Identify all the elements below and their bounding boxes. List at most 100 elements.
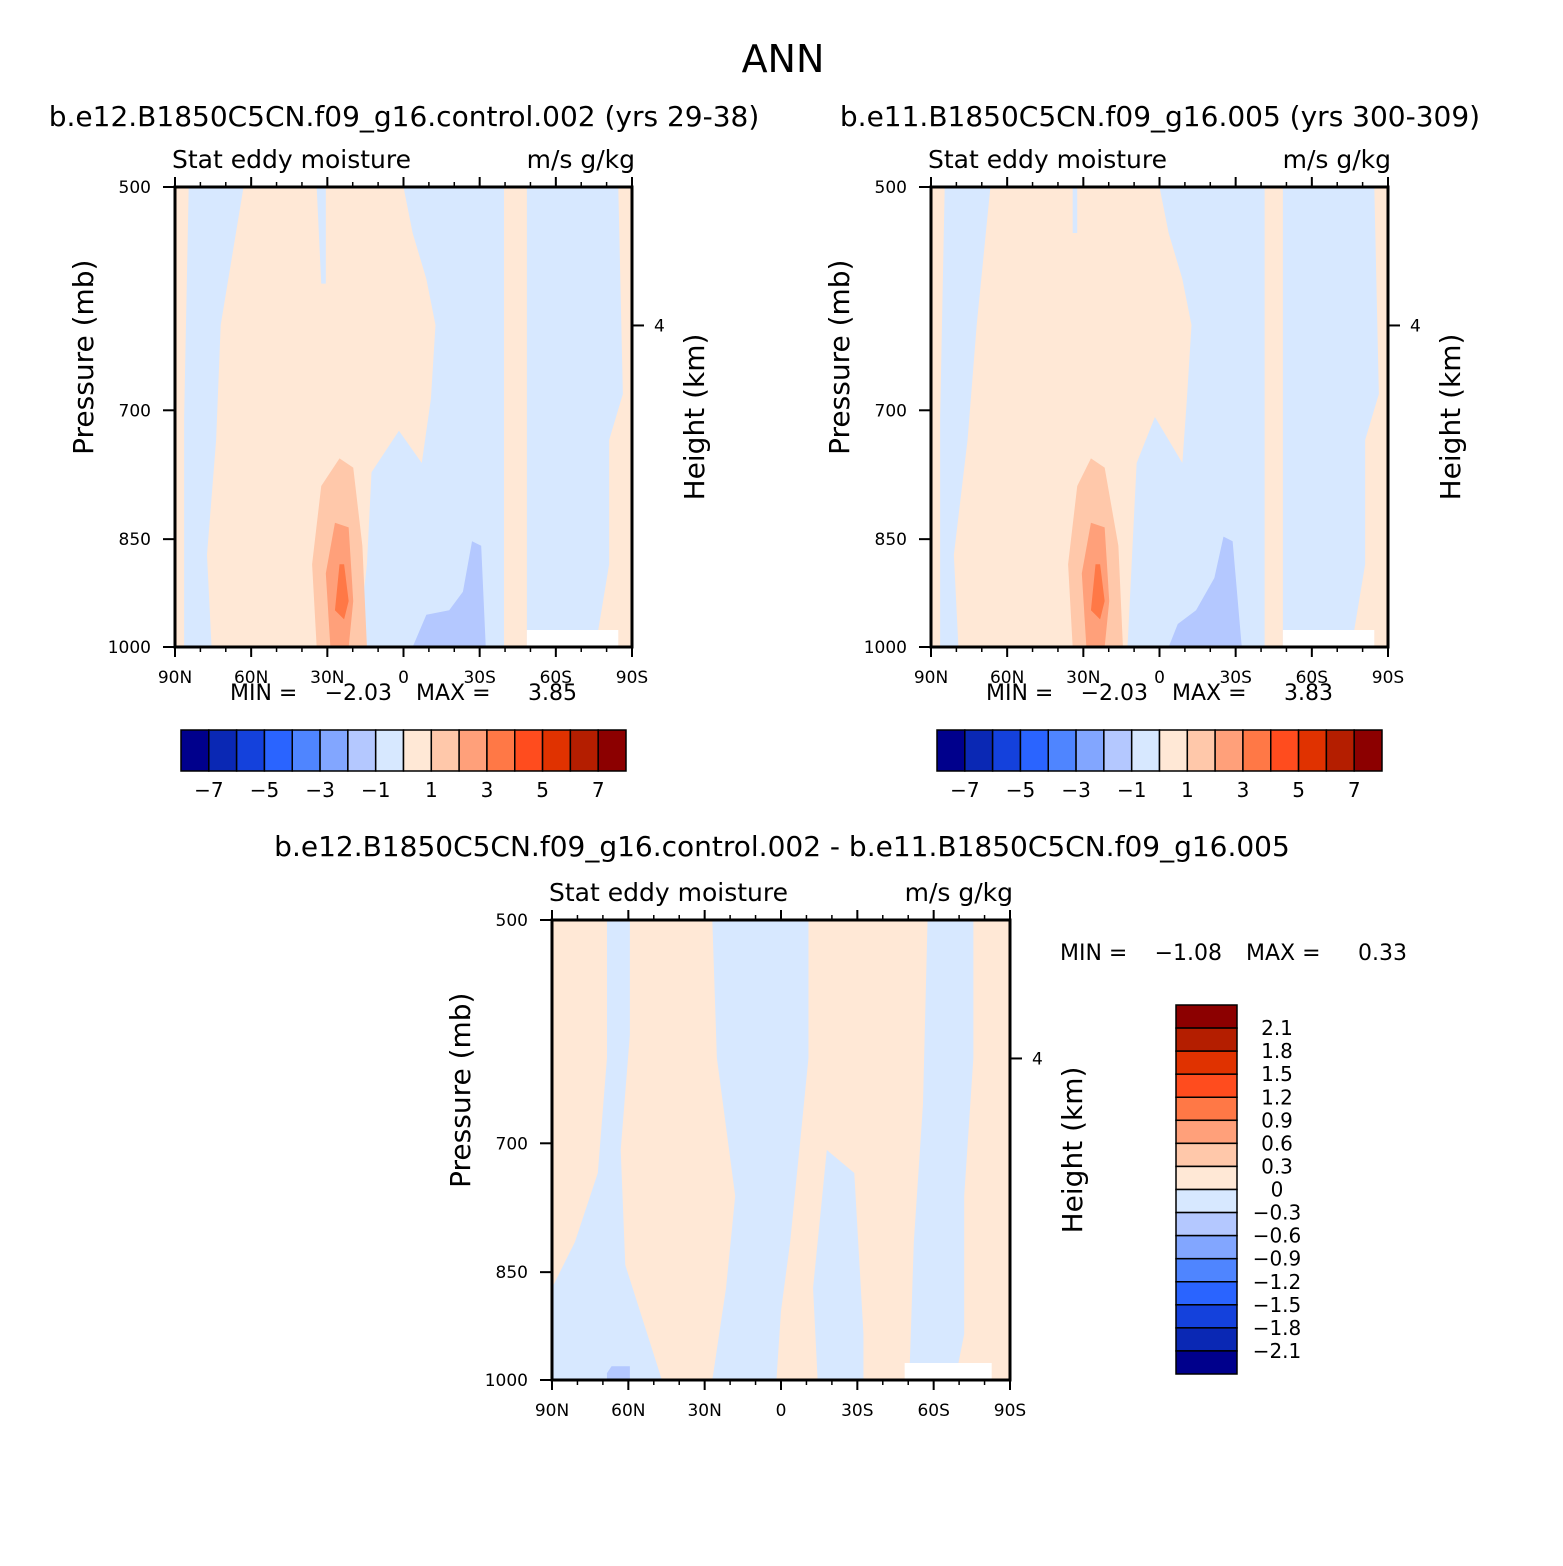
- colorbar-label: 2.1: [1261, 1016, 1293, 1040]
- x-tick-label: 90N: [158, 668, 192, 688]
- colorbar-label: −1: [361, 778, 390, 802]
- x-tick-label: 30N: [687, 1401, 721, 1421]
- variable-name: Stat eddy moisture: [549, 878, 788, 907]
- colorbar-label: 0: [1271, 1178, 1284, 1202]
- y-tick-label: 1000: [108, 638, 151, 658]
- plot-area: [931, 187, 1388, 647]
- colorbar-label: 1: [425, 778, 438, 802]
- colorbar-swatch: [936, 729, 966, 772]
- colorbar-swatch: [486, 729, 516, 772]
- colorbar-label: −1.8: [1253, 1316, 1302, 1340]
- contour-region: [940, 187, 991, 647]
- colorbar-label: −2.1: [1253, 1339, 1302, 1363]
- colorbar-swatch: [1175, 1350, 1238, 1375]
- x-tick-label: 30N: [1066, 668, 1100, 688]
- y-axis-label: Pressure (mb): [823, 260, 856, 455]
- contour-region: [904, 1362, 992, 1380]
- colorbar-swatch: [1047, 729, 1077, 772]
- x-tick-label: 0: [398, 668, 409, 688]
- colorbar-swatch: [1175, 1073, 1238, 1098]
- colorbar-swatch: [1175, 1304, 1238, 1329]
- chart-title: b.e12.B1850C5CN.f09_g16.control.002 (yrs…: [49, 100, 760, 133]
- contour-region: [1168, 536, 1242, 647]
- colorbar-swatch: [1175, 1096, 1238, 1122]
- colorbar-swatch: [374, 729, 405, 772]
- colorbar-label: 0.9: [1261, 1108, 1293, 1132]
- y-tick-label: 1000: [485, 1371, 528, 1391]
- x-tick-label: 60S: [917, 1401, 949, 1421]
- colorbar-swatch: [347, 729, 377, 772]
- colorbar-swatch: [1270, 729, 1300, 772]
- min-max-stats: MIN = −1.08 MAX = 0.33: [1060, 941, 1407, 966]
- colorbar-swatch: [1175, 1050, 1238, 1075]
- colorbar-label: 7: [592, 778, 605, 802]
- colorbar-swatch: [1175, 1234, 1238, 1260]
- colorbar-swatch: [1075, 729, 1105, 772]
- colorbar-label: −0.9: [1253, 1247, 1302, 1271]
- colorbar-label: −7: [950, 778, 979, 802]
- min-label: MIN =: [230, 681, 297, 706]
- contour-region: [1072, 187, 1078, 233]
- x-tick-label: 0: [1154, 668, 1165, 688]
- contour-region: [334, 564, 349, 620]
- min-value: −1.08: [1155, 941, 1222, 966]
- colorbar-label: −7: [194, 778, 223, 802]
- colorbar-swatch: [1175, 1119, 1238, 1145]
- y-tick-label: 850: [875, 530, 907, 550]
- min-label: MIN =: [1060, 941, 1127, 966]
- x-tick-label: 60N: [611, 1401, 645, 1421]
- colorbar-swatch: [1186, 729, 1216, 772]
- contour-region: [1282, 629, 1375, 647]
- colorbar-swatch: [1297, 729, 1328, 772]
- colorbar-swatch: [597, 729, 627, 772]
- y-tick-label: 700: [119, 401, 151, 421]
- contour-region: [606, 1366, 630, 1380]
- colorbar-swatch: [402, 729, 433, 772]
- min-value: −2.03: [325, 681, 392, 706]
- contour-region: [526, 629, 619, 647]
- panel-control: b.e12.B1850C5CN.f09_g16.control.002 (yrs…: [49, 100, 760, 802]
- x-tick-label: 30S: [463, 668, 495, 688]
- panel-reference: b.e11.B1850C5CN.f09_g16.005 (yrs 300-309…: [823, 100, 1480, 802]
- colorbar-swatch: [1175, 1165, 1238, 1191]
- colorbar-label: −1: [1117, 778, 1146, 802]
- y-tick-label: 850: [496, 1263, 528, 1283]
- min-max-stats: MIN = −2.03 MAX = 3.83: [986, 681, 1333, 706]
- colorbar-swatch: [1242, 729, 1272, 772]
- x-tick-label: 30N: [310, 668, 344, 688]
- max-label: MAX =: [1172, 681, 1247, 706]
- colorbar-label: −1.2: [1253, 1270, 1302, 1294]
- y-tick-label: 700: [496, 1134, 528, 1154]
- colorbar-swatch: [569, 729, 599, 772]
- height-tick-label: 4: [1032, 1049, 1043, 1069]
- chart-title: b.e12.B1850C5CN.f09_g16.control.002 - b.…: [274, 830, 1290, 863]
- colorbar: −7 −5 −3 −1 1 3 5 7: [936, 729, 1383, 802]
- colorbar-label: 1: [1181, 778, 1194, 802]
- x-tick-label: 90N: [914, 668, 948, 688]
- max-value: 3.85: [528, 681, 577, 706]
- colorbar-label: 1.2: [1261, 1085, 1293, 1109]
- colorbar-label: 5: [1292, 778, 1305, 802]
- colorbar-swatch: [514, 729, 544, 772]
- x-tick-label: 0: [776, 1401, 787, 1421]
- x-tick-label: 90S: [1372, 668, 1404, 688]
- units-label: m/s g/kg: [527, 145, 635, 174]
- colorbar-swatch: [458, 729, 488, 772]
- y-axis-right-label: Height (km): [678, 334, 711, 501]
- colorbar-label: −3: [1061, 778, 1090, 802]
- contour-region: [357, 187, 505, 647]
- colorbar-swatch: [991, 729, 1022, 772]
- contour-region: [526, 187, 623, 647]
- x-tick-label: 30S: [1219, 668, 1251, 688]
- colorbar-swatch: [208, 729, 238, 772]
- colorbar-swatch: [235, 729, 266, 772]
- contour-region: [1282, 187, 1379, 647]
- colorbar-swatch: [1175, 1004, 1238, 1029]
- max-value: 3.83: [1284, 681, 1333, 706]
- colorbar-swatch: [1175, 1142, 1238, 1168]
- min-value: −2.03: [1081, 681, 1148, 706]
- colorbar-swatch: [319, 729, 349, 772]
- colorbar-swatch: [1175, 1188, 1238, 1214]
- plot-area: [175, 187, 632, 647]
